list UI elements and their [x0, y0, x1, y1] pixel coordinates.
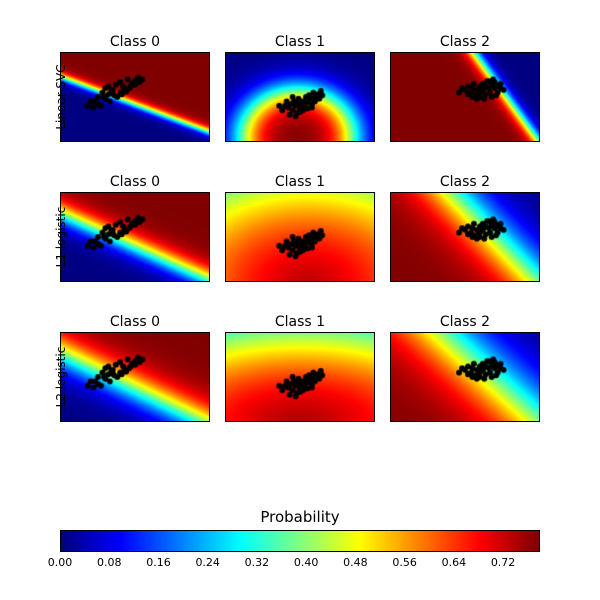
- heatmap: [226, 53, 374, 141]
- tick-label: 0.08: [97, 556, 122, 569]
- tick-label: 0.48: [343, 556, 368, 569]
- heatmap: [391, 193, 539, 281]
- heatmap: [61, 53, 209, 141]
- panel-l2-class0: [60, 332, 210, 422]
- tick-label: 0.32: [245, 556, 270, 569]
- tick-label: 0.56: [392, 556, 417, 569]
- panel-svc-class2: [390, 52, 540, 142]
- tick-label: 0.72: [491, 556, 516, 569]
- heatmap: [226, 193, 374, 281]
- tick-label: 0.64: [442, 556, 467, 569]
- row-label: L1 logistic: [54, 192, 68, 282]
- tick-label: 0.24: [195, 556, 220, 569]
- heatmap: [61, 193, 209, 281]
- tick-label: 0.00: [48, 556, 73, 569]
- col-title: Class 0: [60, 174, 210, 190]
- heatmap: [61, 333, 209, 421]
- colorbar-title: Probability: [60, 508, 540, 526]
- colorbar-ticks: 0.000.080.160.240.320.400.480.560.640.72: [60, 556, 540, 570]
- col-title: Class 0: [60, 314, 210, 330]
- row-label: Linear SVC: [54, 52, 68, 142]
- col-title: Class 2: [390, 314, 540, 330]
- panel-l1-class1: [225, 192, 375, 282]
- col-title: Class 2: [390, 34, 540, 50]
- panel-svc-class0: [60, 52, 210, 142]
- panel-l1-class0: [60, 192, 210, 282]
- heatmap: [226, 333, 374, 421]
- figure-root: Class 0 Class 1 Class 2 Linear SVC Class 0 Cl…: [0, 0, 600, 600]
- tick-label: 0.40: [294, 556, 319, 569]
- panel-l2-class1: [225, 332, 375, 422]
- col-title: Class 1: [225, 314, 375, 330]
- panel-l1-class2: [390, 192, 540, 282]
- col-title: Class 0: [60, 34, 210, 50]
- col-title: Class 1: [225, 34, 375, 50]
- heatmap: [391, 333, 539, 421]
- panel-svc-class1: [225, 52, 375, 142]
- col-title: Class 2: [390, 174, 540, 190]
- heatmap: [391, 53, 539, 141]
- tick-label: 0.16: [146, 556, 171, 569]
- colorbar: [60, 530, 540, 552]
- row-label: L2 logistic: [54, 332, 68, 422]
- panel-l2-class2: [390, 332, 540, 422]
- col-title: Class 1: [225, 174, 375, 190]
